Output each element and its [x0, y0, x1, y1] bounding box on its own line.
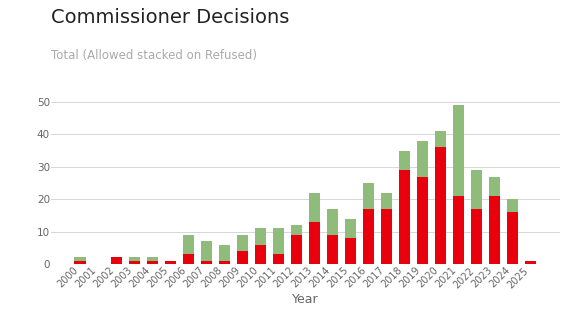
Bar — [363, 209, 375, 264]
Bar — [453, 105, 464, 196]
Bar — [272, 228, 284, 254]
Bar — [236, 235, 248, 251]
Bar — [200, 261, 212, 264]
Bar — [309, 222, 320, 264]
Bar — [309, 193, 320, 222]
Bar — [164, 261, 176, 264]
X-axis label: Year: Year — [292, 293, 319, 306]
Bar — [147, 261, 158, 264]
Bar — [399, 170, 411, 264]
Bar — [489, 176, 500, 196]
Bar — [471, 170, 482, 209]
Bar — [453, 196, 464, 264]
Bar — [128, 258, 140, 261]
Bar — [471, 209, 482, 264]
Bar — [183, 254, 194, 264]
Bar — [399, 151, 411, 170]
Bar — [327, 209, 339, 235]
Bar — [381, 209, 392, 264]
Bar — [74, 261, 86, 264]
Bar — [219, 261, 230, 264]
Text: Total (Allowed stacked on Refused): Total (Allowed stacked on Refused) — [51, 49, 258, 62]
Bar — [506, 199, 518, 212]
Bar — [345, 238, 356, 264]
Bar — [291, 225, 302, 235]
Bar — [183, 235, 194, 254]
Bar — [147, 258, 158, 261]
Bar — [435, 147, 447, 264]
Bar — [506, 212, 518, 264]
Bar — [435, 131, 447, 147]
Bar — [200, 241, 212, 261]
Bar — [363, 183, 375, 209]
Bar — [128, 261, 140, 264]
Bar — [74, 258, 86, 261]
Bar — [417, 176, 428, 264]
Bar — [255, 245, 266, 264]
Bar — [111, 258, 122, 264]
Bar — [345, 218, 356, 238]
Bar — [291, 235, 302, 264]
Bar — [525, 261, 537, 264]
Bar — [417, 141, 428, 176]
Bar — [327, 235, 339, 264]
Bar — [219, 245, 230, 261]
Bar — [255, 228, 266, 245]
Bar — [381, 193, 392, 209]
Bar — [489, 196, 500, 264]
Text: Commissioner Decisions: Commissioner Decisions — [51, 8, 289, 27]
Bar — [236, 251, 248, 264]
Bar — [272, 254, 284, 264]
